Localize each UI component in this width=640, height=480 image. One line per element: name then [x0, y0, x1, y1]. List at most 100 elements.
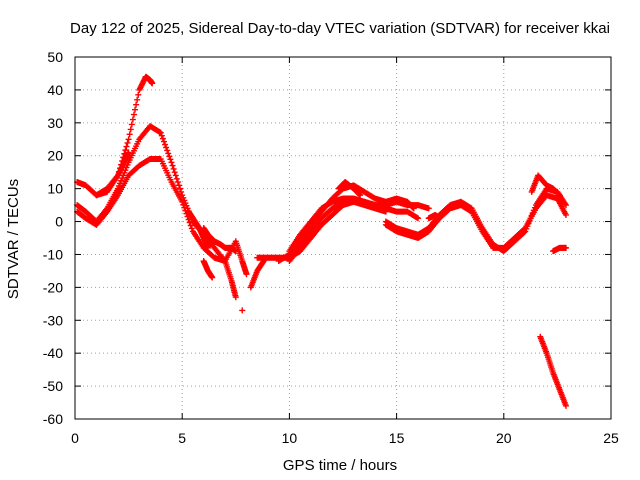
series-track-h — [239, 307, 246, 314]
plot-frame — [74, 56, 612, 420]
x-tick-label: 20 — [496, 430, 512, 446]
data-point — [166, 153, 173, 160]
data-point — [415, 215, 422, 222]
x-tick-label: 10 — [282, 430, 298, 446]
data-point — [132, 106, 139, 113]
data-point — [187, 222, 194, 229]
data-point — [125, 136, 132, 143]
data-point — [209, 274, 216, 281]
y-tick-label: -60 — [43, 411, 63, 427]
series-track-p — [382, 185, 569, 255]
data-point — [127, 126, 134, 133]
grid — [74, 56, 612, 420]
data-point — [436, 215, 443, 222]
series-track-o — [382, 192, 569, 251]
data-point — [165, 150, 172, 157]
x-tick-label: 5 — [178, 430, 186, 446]
data-point — [357, 192, 364, 199]
data-point — [125, 149, 132, 156]
data-point — [173, 175, 180, 182]
data-point — [562, 202, 569, 209]
data-point — [170, 165, 177, 172]
data-point — [186, 219, 193, 226]
series-track-f — [200, 225, 239, 255]
data-point — [128, 121, 135, 128]
data-point — [162, 141, 169, 148]
y-axis-ticks: 50 40 30 20 10 0 -10 -20 -30 -40 -50 -60 — [43, 49, 611, 427]
y-tick-label: -10 — [43, 246, 63, 262]
series-track-i — [247, 258, 267, 291]
data-point — [159, 135, 166, 142]
data-point — [239, 307, 246, 314]
series-track-m — [286, 198, 389, 265]
y-tick-label: 0 — [55, 214, 63, 230]
series-track-g — [200, 258, 216, 281]
series-track-t — [537, 333, 569, 409]
data-point — [123, 143, 130, 150]
data-point — [425, 205, 432, 212]
data-point — [179, 198, 186, 205]
data-point — [232, 294, 239, 301]
data-point — [122, 147, 129, 154]
data-point — [243, 271, 250, 278]
series-track-l — [286, 195, 432, 255]
data-point — [168, 159, 175, 166]
data-point — [562, 244, 569, 251]
x-tick-label: 0 — [71, 430, 79, 446]
data-point — [382, 208, 389, 215]
data-point — [133, 101, 140, 108]
data-point — [177, 185, 184, 192]
y-tick-label: -20 — [43, 279, 63, 295]
data-point — [134, 96, 141, 103]
data-point — [562, 402, 569, 409]
x-axis-label: GPS time / hours — [283, 457, 397, 474]
data-point — [126, 131, 133, 138]
series-track-d — [93, 149, 132, 199]
data-point — [124, 139, 131, 146]
data-point — [171, 169, 178, 176]
series-track-n — [335, 179, 364, 199]
data-point — [167, 156, 174, 163]
data-point — [232, 248, 239, 255]
x-tick-label: 15 — [389, 430, 405, 446]
y-tick-label: -40 — [43, 345, 63, 361]
y-tick-label: -30 — [43, 312, 63, 328]
x-axis-ticks: 0 5 10 15 20 25 — [71, 57, 619, 446]
data-point — [175, 182, 182, 189]
data-point — [169, 162, 176, 169]
series-track-b — [74, 123, 239, 301]
data-point — [182, 207, 189, 214]
y-tick-label: 20 — [47, 148, 63, 164]
data-point — [135, 91, 142, 98]
data-point — [149, 80, 156, 87]
y-axis-label: SDTVAR / TECUs — [5, 179, 22, 299]
data-point — [562, 211, 569, 218]
y-tick-label: 10 — [47, 181, 63, 197]
series-track-s — [550, 244, 569, 255]
data-point — [163, 144, 170, 151]
y-tick-label: 50 — [47, 49, 63, 65]
data-point — [160, 138, 167, 145]
data-point — [130, 111, 137, 118]
data-point — [164, 147, 171, 154]
series-track-e — [185, 208, 211, 251]
data-point — [521, 229, 528, 236]
data-point — [157, 129, 164, 136]
x-tick-label: 25 — [603, 430, 619, 446]
data-point — [174, 179, 181, 186]
data-point — [204, 244, 211, 251]
chart-title: Day 122 of 2025, Sidereal Day-to-day VTE… — [70, 20, 610, 37]
y-tick-label: 40 — [47, 82, 63, 98]
series-track-r — [528, 172, 563, 199]
series-track-c — [74, 156, 250, 278]
data-point — [180, 201, 187, 208]
data-point — [556, 192, 563, 199]
y-tick-label: -50 — [43, 378, 63, 394]
data-point — [188, 225, 195, 232]
data-point — [129, 116, 136, 123]
data-point — [172, 172, 179, 179]
data-point — [158, 132, 165, 139]
data-point — [181, 204, 188, 211]
y-tick-label: 30 — [47, 115, 63, 131]
